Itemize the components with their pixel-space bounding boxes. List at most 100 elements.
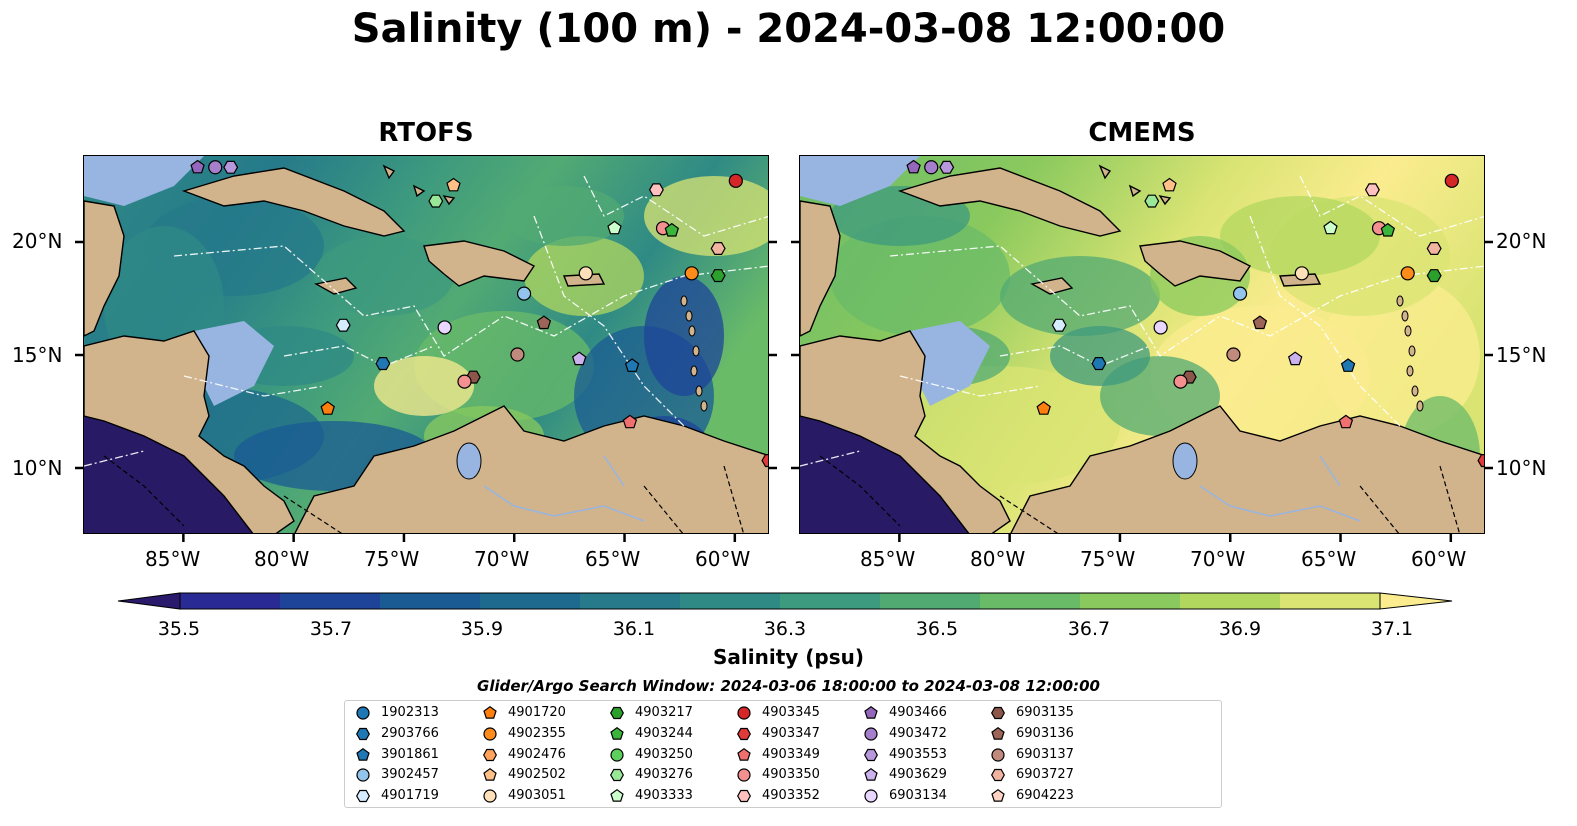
float-marker-6903137 xyxy=(510,347,525,362)
legend-label: 6903727 xyxy=(1016,767,1074,783)
y-tick-label-right: 15°N xyxy=(1496,343,1547,367)
map-canvas xyxy=(800,156,1484,533)
float-marker-6903137 xyxy=(1226,347,1241,362)
legend-marker-circle xyxy=(483,789,497,803)
legend-label: 4903345 xyxy=(762,705,820,720)
float-marker-4903629 xyxy=(571,351,587,366)
x-tick-label: 80°W xyxy=(970,547,1026,571)
colorbar-segment xyxy=(380,593,481,609)
legend-marker-circle xyxy=(737,706,751,720)
float-marker-4903466 xyxy=(906,159,921,174)
colorbar-segment xyxy=(1080,593,1181,609)
legend-marker-hexagon xyxy=(483,748,497,761)
legend-marker xyxy=(610,706,624,720)
float-marker-4903051 xyxy=(578,266,593,281)
float-marker-4903217 xyxy=(1426,269,1442,283)
legend-marker xyxy=(864,789,878,803)
float-marker-4903349 xyxy=(1338,414,1354,429)
legend-label: 4901719 xyxy=(381,788,439,804)
x-tick-label: 75°W xyxy=(1080,547,1136,571)
main-title: Salinity (100 m) - 2024-03-08 12:00:00 xyxy=(351,6,1226,52)
legend-marker xyxy=(483,768,497,782)
float-marker-4903352 xyxy=(648,183,664,197)
legend-marker-hexagon xyxy=(737,727,751,740)
float-marker-4903472 xyxy=(208,160,223,175)
x-tick-label: 65°W xyxy=(585,547,641,571)
legend-label: 6903134 xyxy=(889,788,947,804)
legend-label: 6903135 xyxy=(1016,705,1074,720)
legend-marker-pentagon xyxy=(737,747,751,761)
legend-label: 4902502 xyxy=(508,767,566,783)
float-marker-3902457 xyxy=(1232,286,1248,301)
float-marker-4902355 xyxy=(1400,266,1415,281)
legend-marker xyxy=(610,747,624,762)
legend-label: 4903347 xyxy=(762,725,820,741)
legend-marker xyxy=(610,769,624,782)
legend-label: 4903350 xyxy=(762,767,820,783)
legend-label: 4903244 xyxy=(635,725,693,741)
float-marker-4903553 xyxy=(223,160,239,174)
panel-title-cmems: CMEMS xyxy=(1088,118,1196,148)
legend-marker xyxy=(737,706,751,720)
float-marker-4903629 xyxy=(1287,351,1303,366)
legend-marker xyxy=(737,727,751,740)
colorbar-label: Salinity (psu) xyxy=(712,645,864,669)
colorbar-segment xyxy=(480,593,581,609)
legend-marker-hexagon xyxy=(991,769,1005,782)
float-marker-4901719 xyxy=(1051,318,1067,332)
legend-label: 4903333 xyxy=(635,788,693,804)
colorbar-segment xyxy=(280,593,381,609)
legend-label: 3901861 xyxy=(381,746,439,762)
y-tick-label-left: 15°N xyxy=(12,343,63,367)
float-marker-4901719 xyxy=(335,318,351,332)
x-tick-label: 85°W xyxy=(860,547,916,571)
legend-marker xyxy=(737,747,751,761)
float-marker-4903466 xyxy=(190,159,205,174)
legend-marker-pentagon xyxy=(610,726,624,740)
legend-marker-circle xyxy=(356,706,370,720)
float-marker-6903134 xyxy=(1153,320,1168,335)
map-cmems[interactable] xyxy=(799,155,1485,534)
legend-marker xyxy=(356,768,370,782)
float-marker-4902502 xyxy=(1162,177,1177,192)
legend-label: 4903349 xyxy=(762,746,820,762)
legend-label: 4903466 xyxy=(889,705,947,720)
colorbar-segment xyxy=(180,593,281,609)
float-marker-4903051 xyxy=(1294,266,1309,281)
legend-label: 4903629 xyxy=(889,767,947,783)
float-marker-3902457 xyxy=(516,286,532,301)
legend-label: 4902476 xyxy=(508,746,566,762)
colorbar-extend-low xyxy=(117,592,181,610)
x-tick-label: 80°W xyxy=(254,547,310,571)
map-rtofs[interactable] xyxy=(83,155,769,534)
legend-marker-pentagon xyxy=(610,789,624,802)
legend-marker-circle xyxy=(864,727,878,741)
map-canvas xyxy=(84,156,768,533)
panel-title-rtofs: RTOFS xyxy=(378,118,474,148)
float-marker-4903350 xyxy=(457,374,472,389)
float-marker-3901861 xyxy=(1340,358,1356,372)
colorbar-segment xyxy=(980,593,1081,609)
colorbar-extend-high xyxy=(1379,592,1453,610)
y-tick-label-left: 20°N xyxy=(12,229,63,253)
legend-label: 4903472 xyxy=(889,725,947,741)
float-marker-4903553 xyxy=(939,160,955,174)
float-marker-4903345 xyxy=(728,173,743,188)
float-marker-4903244 xyxy=(664,222,680,237)
legend-marker-circle xyxy=(356,768,370,782)
legend-label: 4903553 xyxy=(889,746,947,762)
legend-marker xyxy=(864,748,878,761)
float-marker-4903352 xyxy=(1364,183,1380,197)
legend-marker xyxy=(864,768,878,782)
legend-marker-circle xyxy=(991,747,1005,762)
x-tick-label: 60°W xyxy=(695,547,751,571)
y-tick-label-right: 20°N xyxy=(1496,229,1547,253)
float-marker-4903345 xyxy=(1444,173,1459,188)
float-marker-4903276 xyxy=(428,194,444,208)
legend-label: 4903217 xyxy=(635,705,693,720)
legend-label: 6904223 xyxy=(1016,788,1074,804)
float-marker-4903217 xyxy=(710,269,726,283)
legend-marker xyxy=(991,747,1005,762)
colorbar-segment xyxy=(780,593,881,609)
colorbar-tick-label: 36.9 xyxy=(1218,618,1262,640)
